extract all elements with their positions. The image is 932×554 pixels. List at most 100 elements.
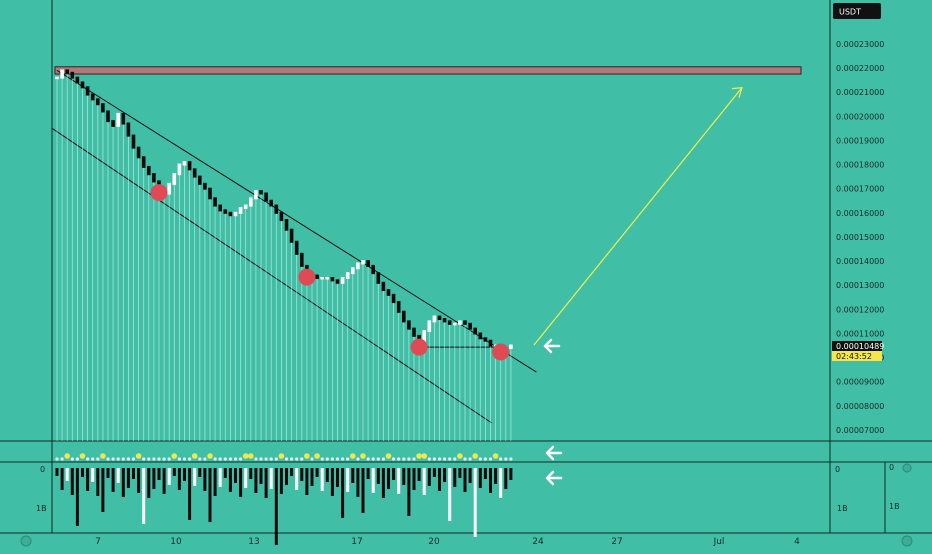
indicator-dot	[55, 457, 59, 461]
indicator-dot	[274, 457, 278, 461]
volume-bar	[172, 468, 176, 476]
volume-1b-label-right: 1B	[837, 504, 848, 513]
indicator-dot	[376, 457, 380, 461]
volume-bar	[126, 468, 130, 488]
indicator-dot	[86, 457, 90, 461]
indicator-dot	[360, 453, 366, 459]
touch-points	[150, 184, 510, 361]
touch-point-dot[interactable]	[150, 184, 168, 202]
indicator-dot	[478, 457, 482, 461]
volume-bar	[167, 468, 171, 485]
volume-bar	[305, 468, 309, 495]
volume-bar	[468, 468, 472, 483]
time-tick-label: 4	[794, 537, 800, 547]
price-tick-label: 0.00012000	[836, 305, 884, 314]
volume-bar	[387, 468, 390, 489]
indicator-dot	[320, 457, 324, 461]
candle	[325, 276, 330, 280]
touch-point-dot[interactable]	[410, 338, 428, 356]
volume-bar	[432, 468, 436, 477]
currency-label: USDT	[839, 8, 861, 17]
indicator-dot	[356, 457, 360, 461]
indicator-dot	[402, 457, 406, 461]
countdown-value: 02:43:52	[836, 352, 872, 361]
channel-lower-line[interactable]	[51, 127, 492, 424]
volume-bar	[208, 468, 212, 522]
last-price-value: 0.00010489	[836, 342, 884, 351]
channel-upper-line[interactable]	[56, 69, 537, 373]
price-tick-label: 0.00020000	[836, 112, 884, 121]
volume-bar	[407, 468, 411, 516]
candle	[396, 301, 401, 313]
time-axis[interactable]: 7 10 13 17 20 24 27 Jul 4	[95, 537, 800, 547]
volume-bar	[121, 468, 125, 497]
candle	[478, 332, 483, 340]
candle	[315, 274, 319, 279]
volume-bar	[489, 468, 492, 493]
volume-bar	[320, 468, 324, 491]
touch-point-dot[interactable]	[298, 268, 316, 286]
touch-point-dot[interactable]	[492, 343, 510, 361]
volume-bar	[70, 468, 74, 495]
resistance-band[interactable]	[54, 66, 802, 75]
candle	[243, 204, 248, 209]
indicator-dot	[295, 457, 299, 461]
indicator-dot	[437, 457, 442, 461]
price-axis[interactable]: 0.000070000.000080000.000090000.00010000…	[836, 40, 884, 435]
time-tick-label: 24	[532, 537, 544, 547]
volume-bar	[86, 468, 90, 491]
volume-bar	[269, 468, 273, 489]
volume-bar	[473, 468, 477, 537]
time-tick-label: Jul	[713, 537, 725, 547]
indicator-dot	[290, 457, 294, 461]
indicator-dot	[64, 453, 70, 459]
candle	[249, 197, 253, 207]
volume-bar	[361, 468, 365, 513]
volume-bar	[300, 468, 304, 481]
price-tick-label: 0.00017000	[836, 185, 884, 194]
projection-arrow[interactable]	[533, 87, 743, 346]
auto-scale-circle-button[interactable]	[901, 535, 913, 547]
candle	[141, 156, 146, 168]
volume-bar	[198, 468, 202, 477]
volume-bar	[279, 468, 283, 494]
candle	[351, 267, 355, 275]
indicator-dot	[203, 457, 207, 461]
indicator-dot	[483, 457, 487, 461]
volume-bar	[116, 468, 120, 483]
candle	[407, 320, 411, 330]
indicator-dot	[75, 457, 79, 461]
volume-bar	[75, 468, 79, 526]
currency-badge[interactable]: USDT	[833, 3, 881, 19]
candle	[70, 71, 75, 79]
volume-bar	[147, 468, 151, 498]
time-tick-label: 27	[611, 537, 622, 547]
indicator-dot	[248, 453, 254, 459]
volume-bar	[458, 468, 462, 478]
price-tick-label: 0.00022000	[836, 64, 884, 73]
price-tick-label: 0.00021000	[836, 88, 884, 97]
indicator-dot	[269, 457, 273, 461]
indicator-dot	[350, 453, 356, 459]
candle	[391, 293, 396, 304]
pane-toggle-button[interactable]	[902, 463, 912, 473]
volume-bar	[509, 468, 513, 480]
settings-circle-button[interactable]	[20, 535, 32, 547]
price-tick-label: 0.00007000	[836, 426, 884, 435]
indicator-dot	[157, 457, 161, 461]
indicator-dot	[472, 453, 479, 459]
price-tick-label: 0.00014000	[836, 257, 884, 266]
indicator-dot	[96, 457, 100, 461]
indicator-dot	[188, 457, 192, 461]
indicator-dot	[131, 457, 136, 461]
volume-bar	[336, 468, 339, 487]
candle	[259, 190, 263, 195]
indicator-dot	[254, 457, 258, 461]
volume-bar	[351, 468, 355, 483]
indicator-dot	[381, 457, 385, 461]
indicator-dot	[162, 457, 166, 461]
volume-bar	[228, 468, 232, 492]
indicator-dot	[499, 457, 503, 461]
